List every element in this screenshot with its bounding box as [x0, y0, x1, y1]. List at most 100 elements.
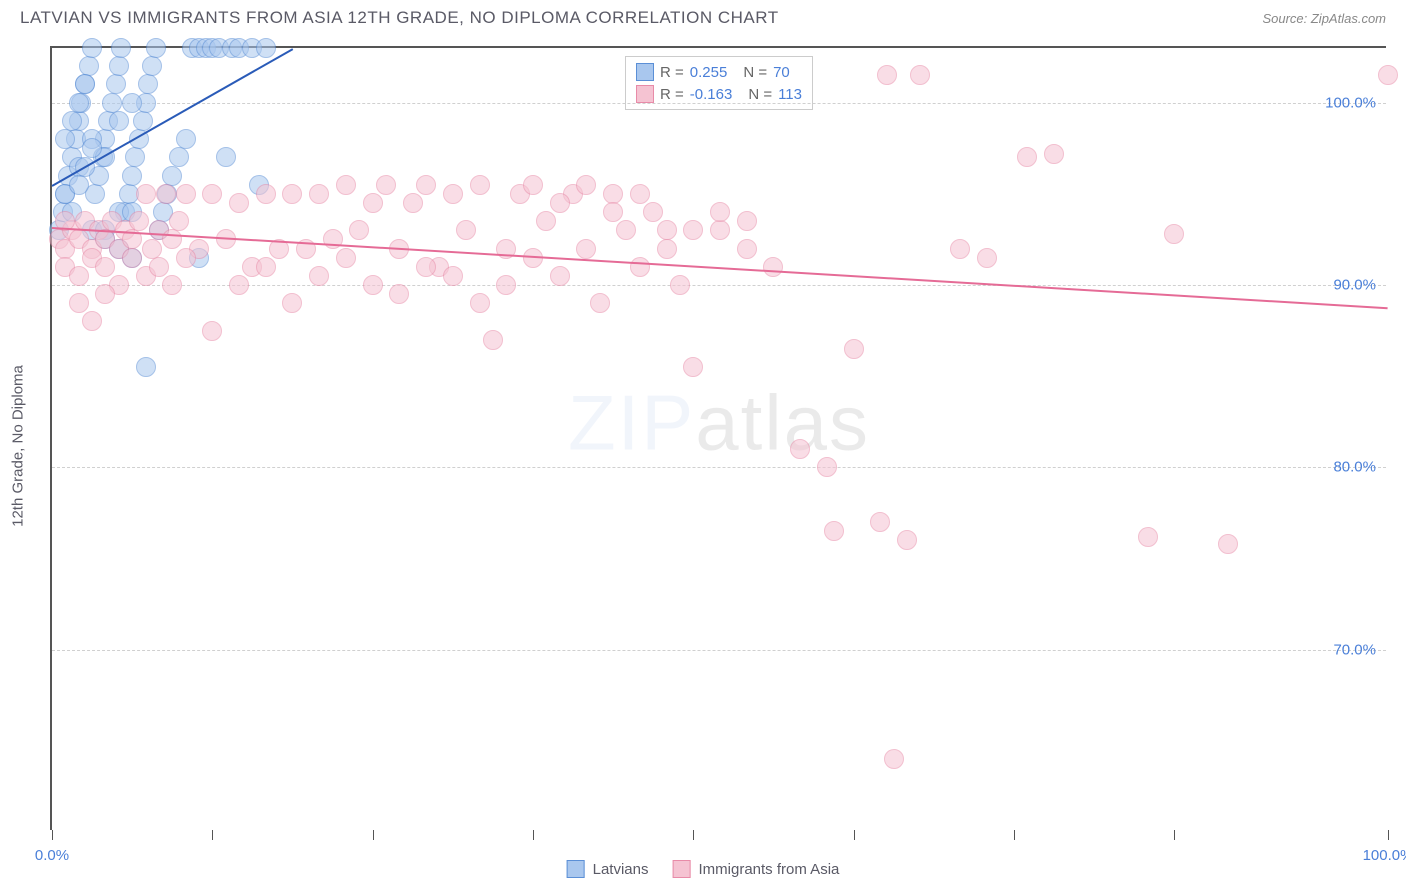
data-point [877, 65, 897, 85]
data-point [870, 512, 890, 532]
y-tick-label: 80.0% [1333, 459, 1376, 476]
data-point [363, 275, 383, 295]
data-point [142, 56, 162, 76]
data-point [576, 175, 596, 195]
gridline [52, 103, 1386, 104]
chart-legend: LatviansImmigrants from Asia [567, 860, 840, 878]
data-point [176, 248, 196, 268]
data-point [122, 248, 142, 268]
data-point [69, 293, 89, 313]
data-point [456, 220, 476, 240]
data-point [122, 166, 142, 186]
data-point [550, 266, 570, 286]
data-point [389, 284, 409, 304]
data-point [576, 239, 596, 259]
data-point [282, 184, 302, 204]
data-point [1164, 224, 1184, 244]
x-tick [854, 830, 855, 840]
data-point [817, 457, 837, 477]
r-value: 0.255 [690, 64, 728, 81]
data-point [69, 266, 89, 286]
data-point [216, 147, 236, 167]
n-label: N = [748, 86, 772, 103]
data-point [603, 184, 623, 204]
legend-item: Immigrants from Asia [673, 860, 840, 878]
data-point [111, 38, 131, 58]
data-point [630, 184, 650, 204]
data-point [950, 239, 970, 259]
data-point [106, 74, 126, 94]
data-point [162, 275, 182, 295]
data-point [125, 147, 145, 167]
data-point [416, 257, 436, 277]
data-point [523, 175, 543, 195]
data-point [282, 293, 302, 313]
data-point [897, 530, 917, 550]
data-point [336, 248, 356, 268]
data-point [824, 521, 844, 541]
data-point [95, 284, 115, 304]
data-point [136, 184, 156, 204]
x-tick-label: 0.0% [35, 847, 69, 864]
n-label: N = [743, 64, 767, 81]
data-point [202, 321, 222, 341]
legend-swatch [673, 860, 691, 878]
data-point [763, 257, 783, 277]
data-point [156, 184, 176, 204]
data-point [683, 220, 703, 240]
data-point [229, 193, 249, 213]
r-label: R = [660, 64, 684, 81]
gridline [52, 650, 1386, 651]
data-point [55, 129, 75, 149]
data-point [176, 129, 196, 149]
scatter-chart: ZIPatlas R = 0.255N = 70R = -0.163N = 11… [50, 46, 1386, 830]
chart-title: LATVIAN VS IMMIGRANTS FROM ASIA 12TH GRA… [20, 8, 779, 28]
data-point [416, 175, 436, 195]
data-point [256, 184, 276, 204]
data-point [710, 220, 730, 240]
data-point [256, 38, 276, 58]
data-point [82, 138, 102, 158]
n-value: 70 [773, 64, 790, 81]
data-point [536, 211, 556, 231]
data-point [616, 220, 636, 240]
data-point [657, 239, 677, 259]
data-point [884, 749, 904, 769]
gridline [52, 285, 1386, 286]
data-point [109, 56, 129, 76]
data-point [82, 311, 102, 331]
data-point [136, 357, 156, 377]
data-point [102, 93, 122, 113]
data-point [737, 239, 757, 259]
data-point [443, 184, 463, 204]
data-point [683, 357, 703, 377]
data-point [470, 293, 490, 313]
legend-label: Immigrants from Asia [699, 861, 840, 878]
data-point [162, 229, 182, 249]
x-tick [1174, 830, 1175, 840]
data-point [790, 439, 810, 459]
data-point [470, 175, 490, 195]
watermark: ZIPatlas [568, 378, 870, 469]
x-tick [1014, 830, 1015, 840]
data-point [1017, 147, 1037, 167]
data-point [550, 193, 570, 213]
y-tick-label: 90.0% [1333, 277, 1376, 294]
data-point [323, 229, 343, 249]
data-point [122, 93, 142, 113]
data-point [176, 184, 196, 204]
data-point [169, 147, 189, 167]
data-point [336, 175, 356, 195]
data-point [256, 257, 276, 277]
y-tick-label: 70.0% [1333, 641, 1376, 658]
data-point [79, 56, 99, 76]
x-tick [212, 830, 213, 840]
data-point [1138, 527, 1158, 547]
y-tick-label: 100.0% [1325, 94, 1376, 111]
data-point [129, 211, 149, 231]
data-point [363, 193, 383, 213]
gridline [52, 467, 1386, 468]
x-tick-label: 100.0% [1363, 847, 1406, 864]
x-tick [373, 830, 374, 840]
data-point [737, 211, 757, 231]
